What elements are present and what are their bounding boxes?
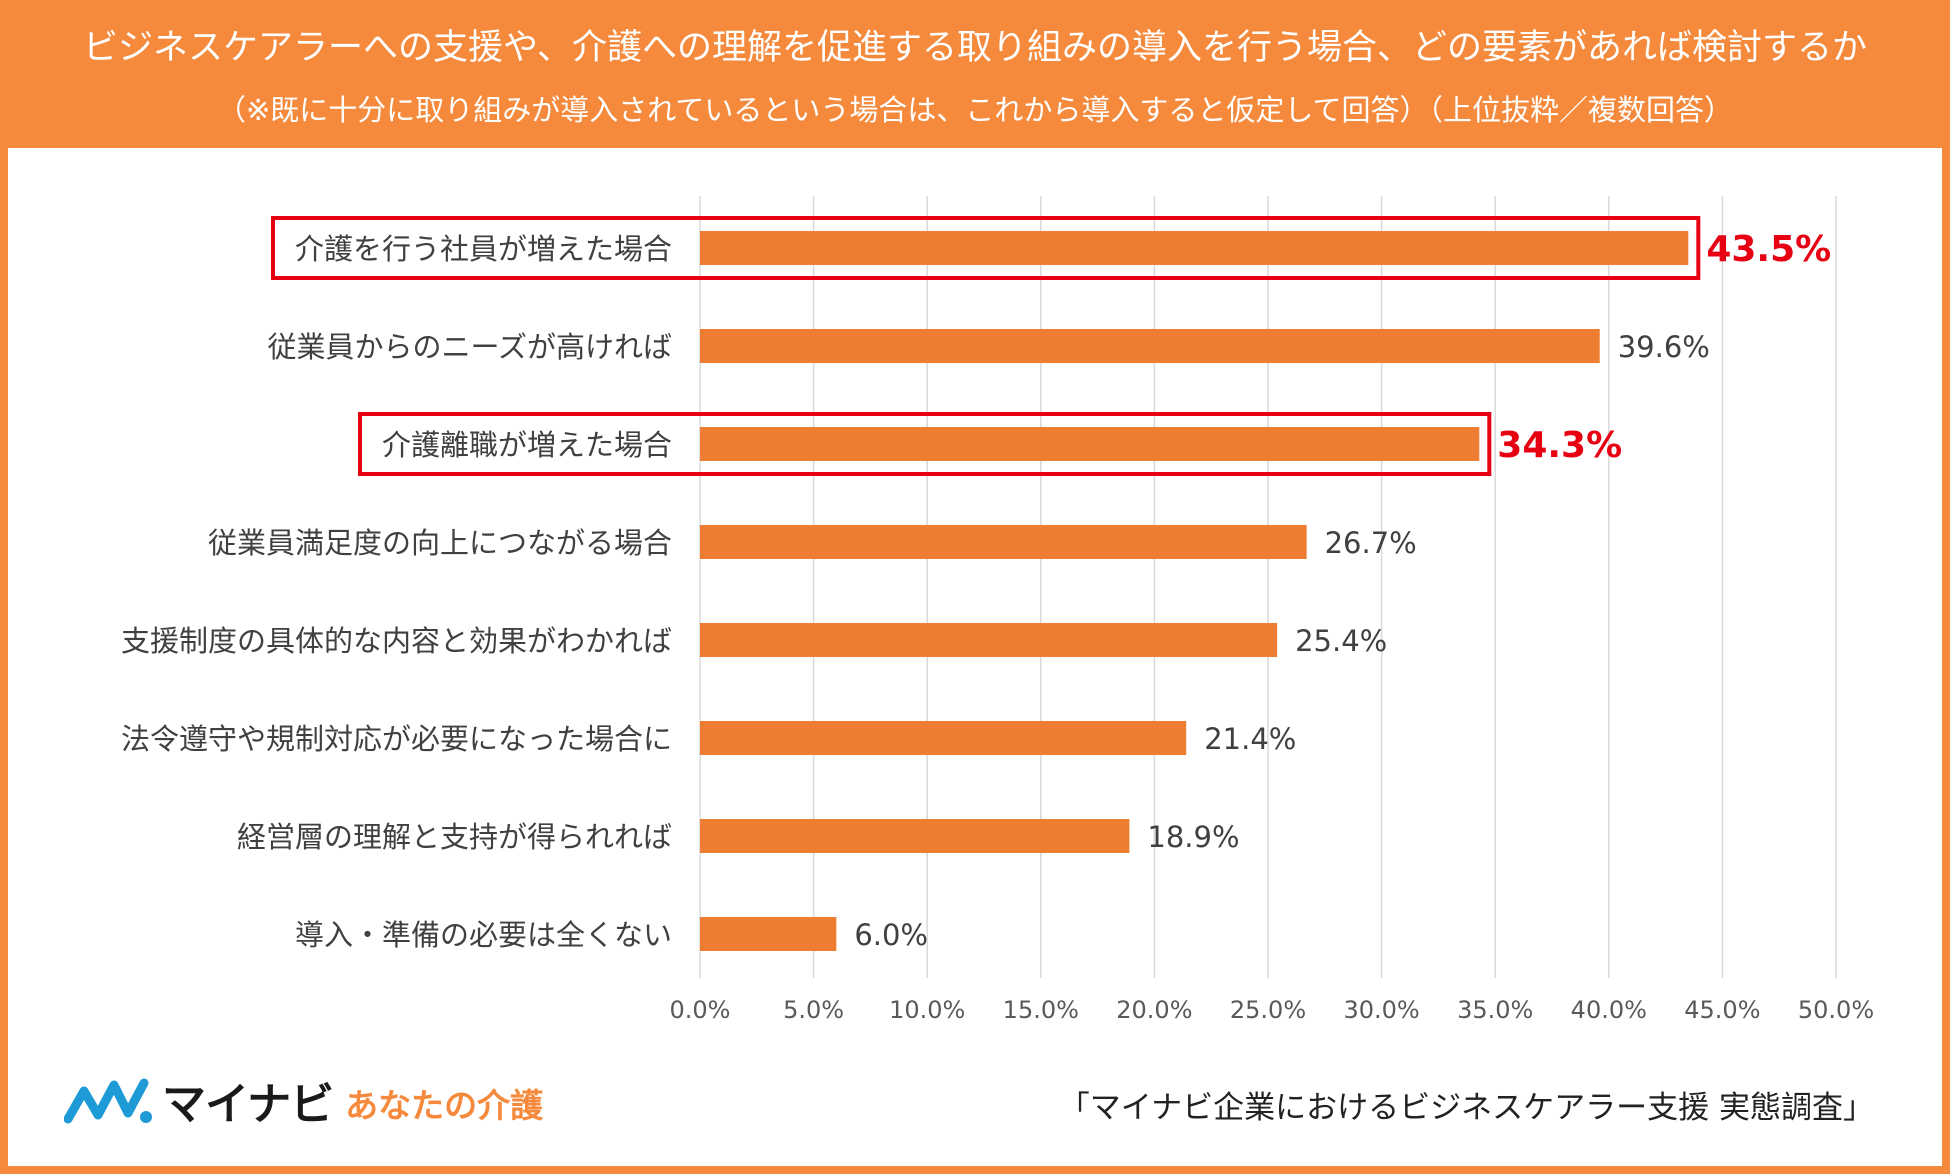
x-tick-label: 40.0%	[1571, 996, 1647, 1024]
chart-subtitle: （※既に十分に取り組みが導入されているという場合は、これから導入すると仮定して回…	[216, 93, 1734, 127]
logo-wordmark: マイナビ	[162, 1079, 334, 1130]
category-label: 経営層の理解と支持が得られれば	[237, 820, 672, 854]
category-label: 法令遵守や規制対応が必要になった場合に	[121, 722, 672, 756]
category-label: 導入・準備の必要は全くない	[295, 918, 672, 952]
x-tick-label: 25.0%	[1230, 996, 1306, 1024]
x-tick-label: 15.0%	[1003, 996, 1079, 1024]
x-tick-label: 50.0%	[1798, 996, 1874, 1024]
category-label: 介護を行う社員が増えた場合	[295, 232, 672, 266]
bar	[700, 329, 1600, 363]
mynavi-logo-icon	[64, 1078, 152, 1124]
category-label: 従業員満足度の向上につながる場合	[208, 526, 672, 560]
x-tick-label: 30.0%	[1343, 996, 1419, 1024]
value-label: 6.0%	[854, 918, 928, 952]
bar	[700, 525, 1307, 559]
x-tick-label: 45.0%	[1684, 996, 1760, 1024]
x-tick-label: 35.0%	[1457, 996, 1533, 1024]
source-note: 「マイナビ企業におけるビジネスケアラー支援 実態調査」	[1058, 1090, 1874, 1126]
bar	[700, 623, 1278, 657]
chart-panel: 0.0% 5.0% 10.0% 15.0% 20.0% 25.0% 30.0% 35.0% 40…	[8, 148, 1942, 1166]
chart-title: ビジネスケアラーへの支援や、介護への理解を促進する取り組みの導入を行う場合、どの…	[83, 28, 1867, 68]
category-label: 介護離職が増えた場合	[382, 428, 672, 462]
category-label: 従業員からのニーズが高ければ	[267, 330, 672, 364]
bar	[700, 819, 1130, 853]
bar	[700, 721, 1187, 755]
header-banner: ビジネスケアラーへの支援や、介護への理解を促進する取り組みの導入を行う場合、どの…	[0, 0, 1950, 148]
value-label: 18.9%	[1147, 820, 1239, 854]
x-tick-label: 20.0%	[1116, 996, 1192, 1024]
value-label: 34.3%	[1497, 425, 1622, 466]
bar	[700, 917, 837, 951]
value-label: 39.6%	[1618, 330, 1710, 364]
value-label: 26.7%	[1325, 526, 1417, 560]
brand-logo: マイナビ あなたの介護	[64, 1070, 543, 1130]
bar	[700, 231, 1689, 265]
highlight-box	[270, 216, 1701, 280]
category-label: 支援制度の具体的な内容と効果がわかれば	[121, 624, 672, 658]
x-tick-label: 0.0%	[670, 996, 731, 1024]
value-label: 25.4%	[1295, 624, 1387, 658]
x-tick-label: 10.0%	[889, 996, 965, 1024]
logo-subtitle: あなたの介護	[345, 1086, 544, 1125]
x-tick-label: 5.0%	[783, 996, 844, 1024]
highlight-box	[357, 412, 1492, 476]
bar-chart: 0.0% 5.0% 10.0% 15.0% 20.0% 25.0% 30.0% 35.0% 40…	[121, 196, 1874, 1024]
value-label: 21.4%	[1204, 722, 1296, 756]
bar	[700, 427, 1480, 461]
value-label: 43.5%	[1706, 229, 1831, 270]
